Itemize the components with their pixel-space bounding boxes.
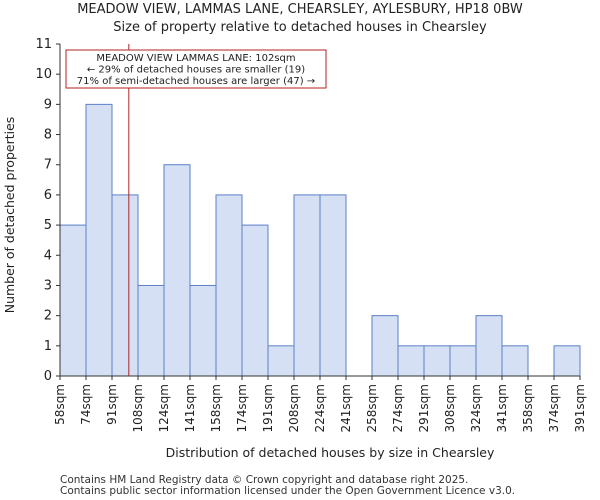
x-tick-label: 141sqm (183, 384, 197, 432)
bar-layer (59, 103, 581, 377)
x-tick-label: 191sqm (261, 384, 275, 432)
y-tick-label: 3 (44, 278, 52, 293)
x-tick-label: 224sqm (313, 384, 327, 432)
marker-layer: MEADOW VIEW LAMMAS LANE: 102sqm← 29% of … (65, 44, 327, 376)
x-tick-label: 308sqm (443, 384, 457, 432)
y-axis-title: Number of detached properties (2, 117, 17, 314)
x-tick-label: 208sqm (287, 384, 301, 432)
x-tick-label: 374sqm (547, 384, 561, 432)
x-tick-label: 258sqm (365, 384, 379, 432)
x-tick-label: 274sqm (391, 384, 405, 432)
bar-174sqm (241, 224, 269, 377)
x-tick-label: 358sqm (521, 384, 535, 432)
y-tick-label: 9 (44, 97, 52, 112)
y-tick-label: 4 (44, 248, 52, 263)
x-tick-label: 341sqm (495, 384, 509, 432)
bar-191sqm (267, 345, 295, 377)
x-tick-label: 74sqm (79, 384, 93, 425)
bar-91sqm (111, 194, 139, 377)
bar-291sqm (423, 345, 451, 377)
bar-141sqm (189, 284, 217, 377)
x-tick-label: 158sqm (209, 384, 223, 432)
y-tick-label: 10 (35, 67, 52, 82)
chart-subtitle: Size of property relative to detached ho… (113, 20, 487, 35)
bar-224sqm (319, 194, 347, 377)
y-tick-label: 11 (35, 37, 52, 52)
annotation-box (65, 49, 327, 89)
x-tick-label: 108sqm (131, 384, 145, 432)
footer-licence: Contains public sector information licen… (60, 485, 516, 497)
y-tick-label: 5 (44, 218, 52, 233)
y-tick-label: 1 (44, 339, 52, 354)
y-tick-label: 6 (44, 188, 52, 203)
bar-274sqm (397, 345, 425, 377)
bar-108sqm (137, 284, 165, 377)
bar-58sqm (59, 224, 87, 377)
bar-208sqm (293, 194, 321, 377)
x-tick-label: 391sqm (573, 384, 587, 432)
bar-74sqm (85, 103, 113, 377)
bar-324sqm (475, 315, 503, 377)
x-tick-label: 174sqm (235, 384, 249, 432)
bar-308sqm (449, 345, 477, 377)
x-axis-title: Distribution of detached houses by size … (166, 445, 495, 460)
x-tick-label: 91sqm (105, 384, 119, 425)
axis-layer: 0 1 2 3 4 5 6 7 8 9 10 11 58sqm 74sqm 91sqm 108sqm 124sq… (2, 37, 587, 460)
x-tick-label: 291sqm (417, 384, 431, 432)
bar-341sqm (501, 345, 529, 377)
x-tick-label: 324sqm (469, 384, 483, 432)
bar-124sqm (163, 164, 191, 377)
annotation-line: MEADOW VIEW LAMMAS LANE: 102sqm (96, 53, 295, 64)
x-tick-label: 241sqm (339, 384, 353, 432)
y-tick-label: 2 (44, 309, 52, 324)
x-tick-label: 124sqm (157, 384, 171, 432)
y-tick-label: 8 (44, 128, 52, 143)
chart-title: MEADOW VIEW, LAMMAS LANE, CHEARSLEY, AYL… (77, 2, 523, 17)
x-tick-label: 58sqm (53, 384, 67, 425)
bar-158sqm (215, 194, 243, 377)
y-tick-label: 0 (44, 369, 52, 384)
annotation-line: 71% of semi-detached houses are larger (… (77, 76, 315, 87)
footer-copyright: Contains HM Land Registry data © Crown c… (60, 474, 469, 486)
y-tick-label: 7 (44, 158, 52, 173)
bar-374sqm (553, 345, 581, 377)
bar-258sqm (371, 315, 399, 377)
annotation-line: ← 29% of detached houses are smaller (19… (87, 65, 305, 76)
